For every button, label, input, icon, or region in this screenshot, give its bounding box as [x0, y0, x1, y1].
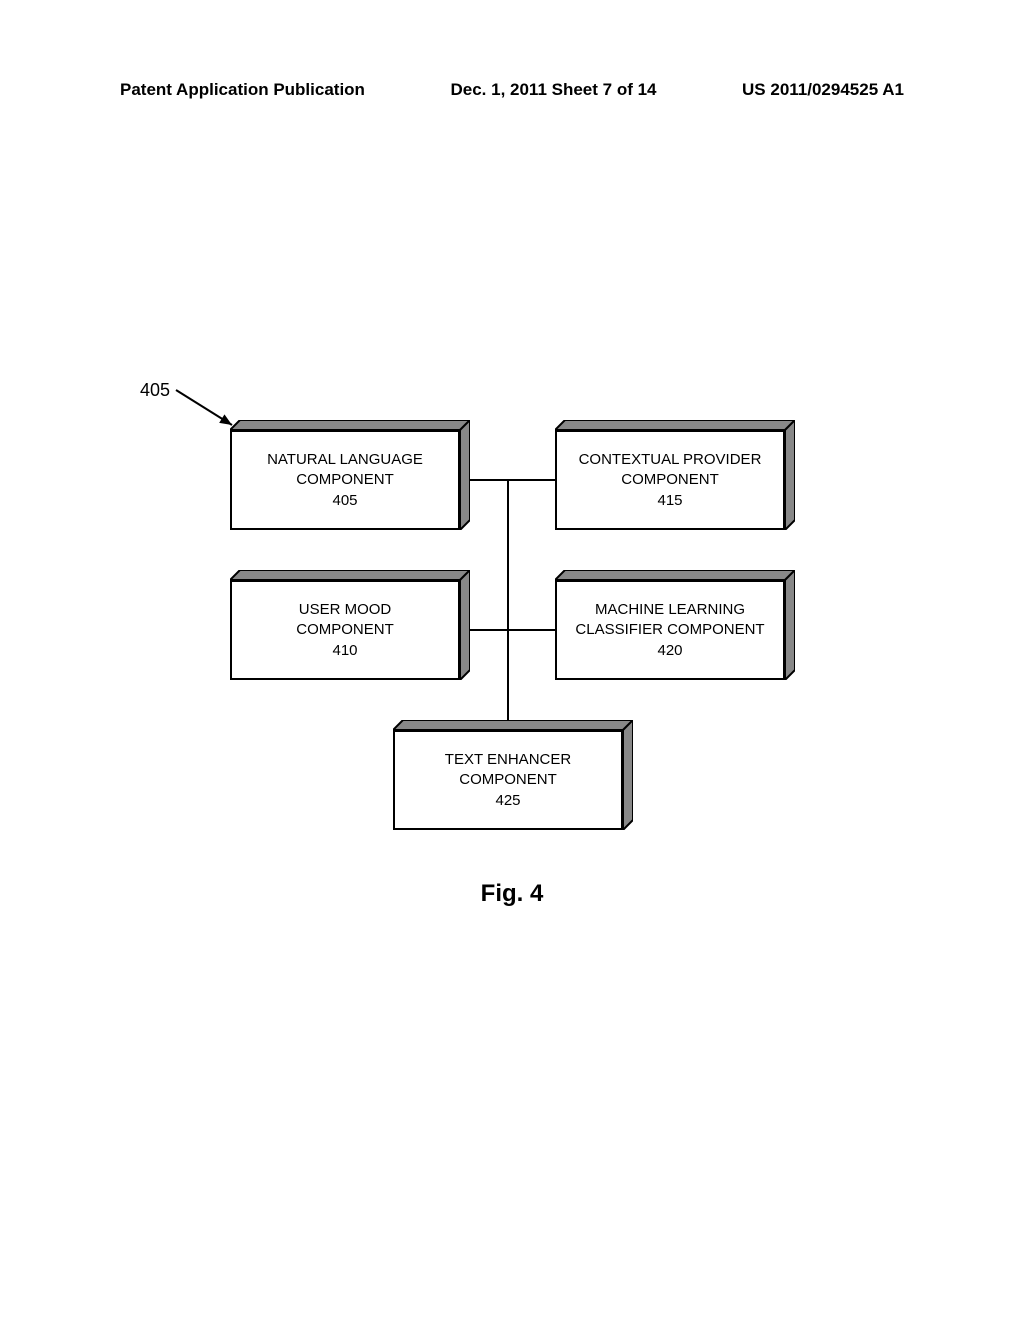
user-mood-box-line1: USER MOOD [232, 600, 458, 620]
header-mid: Dec. 1, 2011 Sheet 7 of 14 [450, 80, 656, 100]
text-enhancer-box-front: TEXT ENHANCERCOMPONENT425 [393, 730, 623, 830]
user-mood-box: USER MOODCOMPONENT410 [230, 570, 470, 680]
contextual-provider-box-front: CONTEXTUAL PROVIDERCOMPONENT415 [555, 430, 785, 530]
user-mood-box-front: USER MOODCOMPONENT410 [230, 580, 460, 680]
ml-classifier-box-line3: 420 [557, 641, 783, 661]
natural-language-box-line1: NATURAL LANGUAGE [232, 450, 458, 470]
ml-classifier-box-line2: CLASSIFIER COMPONENT [557, 620, 783, 640]
contextual-provider-box-line2: COMPONENT [557, 470, 783, 490]
ml-classifier-box-line1: MACHINE LEARNING [557, 600, 783, 620]
figure-caption: Fig. 4 [0, 880, 1024, 908]
ml-classifier-box: MACHINE LEARNINGCLASSIFIER COMPONENT420 [555, 570, 795, 680]
diagram-container: 405 NATURAL LANGUAGECOMPONENT405CONTEXTU… [0, 360, 1024, 940]
header: Patent Application Publication Dec. 1, 2… [0, 80, 1024, 100]
user-mood-box-line3: 410 [232, 641, 458, 661]
contextual-provider-box: CONTEXTUAL PROVIDERCOMPONENT415 [555, 420, 795, 530]
natural-language-box-front: NATURAL LANGUAGECOMPONENT405 [230, 430, 460, 530]
reference-label: 405 [140, 380, 170, 401]
natural-language-box-line3: 405 [232, 491, 458, 511]
natural-language-box: NATURAL LANGUAGECOMPONENT405 [230, 420, 470, 530]
header-right: US 2011/0294525 A1 [742, 80, 904, 100]
text-enhancer-box-line1: TEXT ENHANCER [395, 750, 621, 770]
contextual-provider-box-line1: CONTEXTUAL PROVIDER [557, 450, 783, 470]
user-mood-box-line2: COMPONENT [232, 620, 458, 640]
natural-language-box-line2: COMPONENT [232, 470, 458, 490]
text-enhancer-box-line2: COMPONENT [395, 770, 621, 790]
text-enhancer-box: TEXT ENHANCERCOMPONENT425 [393, 720, 633, 830]
contextual-provider-box-line3: 415 [557, 491, 783, 511]
ml-classifier-box-front: MACHINE LEARNINGCLASSIFIER COMPONENT420 [555, 580, 785, 680]
header-left: Patent Application Publication [120, 80, 365, 100]
connectors-svg [0, 360, 1024, 940]
text-enhancer-box-line3: 425 [395, 791, 621, 811]
